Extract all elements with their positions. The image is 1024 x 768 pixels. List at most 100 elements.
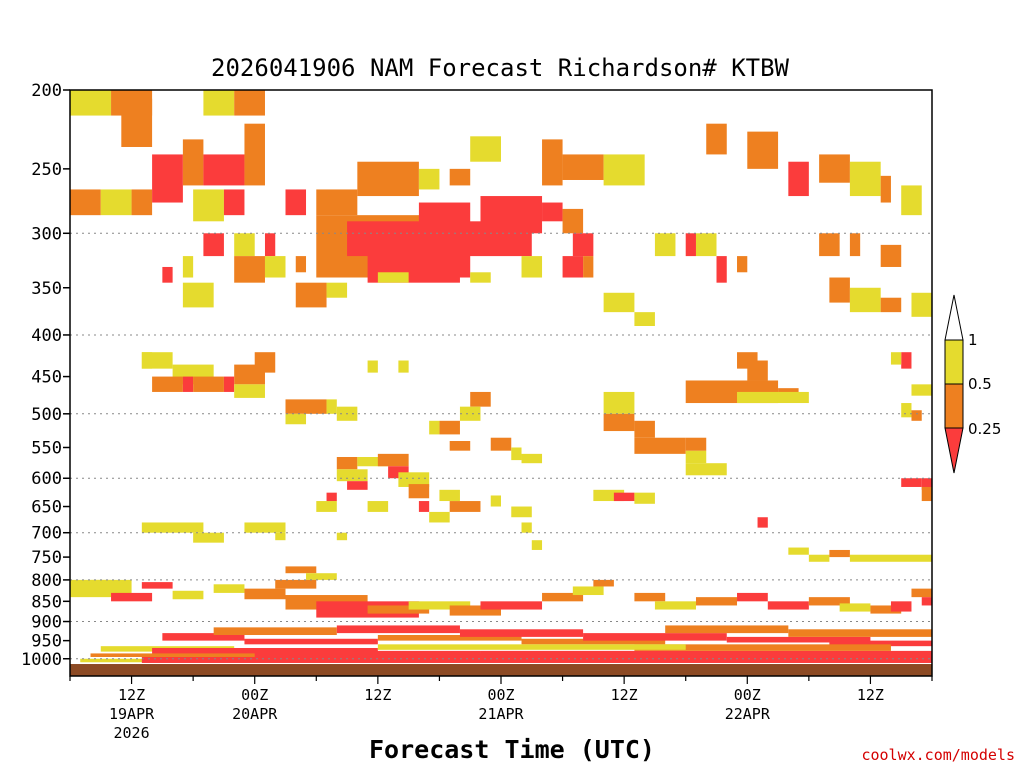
heatmap-cell [121, 98, 153, 147]
heatmap-cell [141, 656, 933, 663]
colorbar-top-triangle [944, 294, 964, 341]
heatmap-cell [244, 123, 265, 186]
heatmap-cell [634, 592, 666, 602]
colorbar-label-0-25: 0.25 [968, 420, 1001, 438]
heatmap-cell [203, 154, 245, 186]
heatmap-cell [141, 522, 204, 533]
y-tick-label: 200 [31, 81, 62, 101]
heatmap-cell [542, 592, 584, 602]
heatmap-cell [737, 256, 748, 273]
heatmap-cell [377, 272, 409, 283]
heatmap-cell [819, 233, 840, 257]
heatmap-cell [490, 437, 512, 451]
heatmap-cell [654, 233, 676, 257]
y-tick-label: 900 [31, 613, 62, 633]
heatmap-cell [685, 450, 707, 464]
heatmap-cell [603, 413, 635, 432]
heatmap-cell [521, 453, 543, 464]
colorbar-label-1: 1 [968, 331, 978, 349]
colorbar-segment-yellow [944, 339, 964, 385]
heatmap-cell [583, 256, 594, 278]
heatmap-cell [685, 463, 727, 476]
heatmap-cell [788, 161, 809, 197]
heatmap-cell [921, 597, 932, 606]
heatmap-cell [316, 189, 358, 216]
y-tick-label: 600 [31, 469, 62, 489]
heatmap-cell [911, 410, 922, 421]
heatmap-cell [449, 441, 471, 451]
heatmap-cell [808, 597, 850, 606]
heatmap-cell [418, 501, 430, 512]
x-tick-label: 12Z [857, 686, 884, 704]
heatmap-cell [685, 437, 707, 451]
heatmap-cell [603, 154, 645, 186]
x-axis-title: Forecast Time (UTC) [369, 735, 655, 764]
heatmap-cell [275, 532, 286, 541]
x-tick-label: 12Z [118, 686, 145, 704]
y-tick-label: 650 [31, 498, 62, 518]
heatmap-cell [80, 658, 173, 663]
x-tick-label: 12Z [611, 686, 638, 704]
colorbar-label-0-5: 0.5 [968, 375, 992, 393]
heatmap-cell [70, 189, 101, 216]
heatmap-cell [162, 266, 173, 283]
heatmap-cell [141, 582, 173, 589]
heatmap-cell [90, 579, 112, 589]
heatmap-cell [521, 256, 543, 278]
heatmap-cell [213, 584, 245, 593]
heatmap-cell [326, 399, 337, 414]
heatmap-cell [921, 478, 932, 490]
heatmap-cell [203, 90, 235, 116]
heatmap-cell [408, 484, 430, 499]
heatmap-cell [562, 256, 584, 278]
x-tick-label: 2026 [114, 724, 150, 742]
heatmap-cell [367, 360, 378, 373]
heatmap-cell [398, 472, 430, 487]
heatmap-cell [634, 420, 655, 438]
heatmap-cell [542, 202, 563, 222]
heatmap-cell [90, 653, 255, 657]
heatmap-cell [480, 650, 932, 659]
heatmap-cell [890, 601, 912, 612]
heatmap-cell [829, 640, 932, 647]
heatmap-cell [737, 391, 809, 404]
y-tick-label: 700 [31, 524, 62, 544]
heatmap-cell [459, 406, 481, 421]
heatmap-cell [634, 492, 655, 504]
heatmap-cell [347, 481, 368, 490]
heatmap-cell [111, 592, 153, 602]
y-tick-label: 1000 [21, 650, 62, 670]
heatmap-cell [367, 501, 389, 512]
heatmap-cell [275, 579, 317, 589]
y-tick-label: 500 [31, 405, 62, 425]
heatmap-cell [901, 403, 912, 418]
x-tick-label: 22APR [725, 705, 771, 723]
x-tick-label: 00Z [734, 686, 761, 704]
heatmap-cell [70, 90, 112, 116]
heatmap-cell [819, 154, 850, 183]
heatmap-cell [336, 625, 460, 634]
heatmap-cell [603, 391, 635, 414]
heatmap-cell [737, 352, 758, 369]
heatmap-cell [634, 312, 655, 327]
heatmap-cell [234, 90, 265, 116]
x-tick-label: 00Z [487, 686, 514, 704]
heatmap-cell [285, 413, 307, 425]
y-tick-label: 350 [31, 279, 62, 299]
heatmap-cell [203, 233, 224, 257]
heatmap-cell [695, 597, 738, 606]
heatmap-cell [480, 196, 543, 234]
colorbar-bottom-triangle [944, 427, 964, 474]
heatmap-cell [152, 154, 183, 203]
heatmap-cell [737, 592, 768, 602]
x-tick-label: 20APR [232, 705, 278, 723]
y-tick-label: 950 [31, 632, 62, 652]
y-tick-label: 250 [31, 160, 62, 180]
y-tick-label: 800 [31, 571, 62, 591]
heatmap-cell [418, 168, 440, 190]
heatmap-cell [182, 256, 194, 278]
heatmap-cell [921, 486, 932, 502]
heatmap-cell [398, 360, 409, 373]
heatmap-cell [562, 208, 584, 234]
heatmap-cell [326, 282, 348, 298]
